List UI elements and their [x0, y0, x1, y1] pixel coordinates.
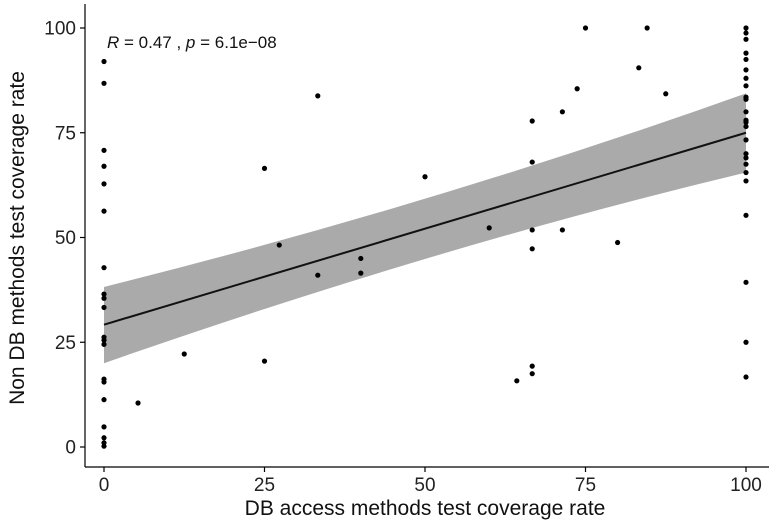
data-point	[743, 279, 749, 285]
x-tick-label: 25	[254, 475, 275, 496]
x-tick-label: 100	[730, 475, 762, 496]
p-symbol: p	[185, 33, 195, 52]
data-point	[644, 25, 650, 31]
data-point	[529, 118, 535, 124]
data-point	[636, 65, 642, 71]
data-point	[101, 163, 107, 169]
data-point	[743, 178, 749, 184]
data-point	[315, 93, 321, 99]
data-point	[486, 225, 492, 231]
x-axis-title: DB access methods test coverage rate	[245, 497, 606, 520]
data-point	[582, 25, 589, 31]
r-value: = 0.47 ,	[119, 33, 186, 52]
data-point	[101, 265, 107, 271]
data-point	[101, 147, 107, 153]
data-point	[743, 67, 749, 73]
data-point	[529, 363, 535, 369]
data-point	[574, 86, 580, 92]
data-point	[276, 242, 282, 248]
data-point	[101, 337, 107, 343]
fit-line-layer	[103, 131, 747, 326]
y-tick-label: 0	[65, 438, 76, 459]
data-point	[743, 109, 749, 115]
data-point	[529, 159, 535, 165]
data-point	[135, 400, 141, 406]
data-point	[743, 119, 749, 125]
x-tick-label: 75	[575, 475, 596, 496]
data-point	[358, 255, 364, 262]
data-point	[101, 304, 107, 311]
regression-line	[103, 131, 747, 326]
data-point	[743, 161, 749, 167]
data-point	[743, 374, 749, 380]
x-tick-label: 0	[99, 475, 110, 496]
data-point	[101, 424, 107, 430]
data-point	[743, 212, 749, 218]
data-point	[743, 137, 749, 143]
data-point	[743, 36, 749, 42]
data-point	[261, 358, 268, 364]
data-point	[559, 227, 565, 233]
data-point	[743, 155, 749, 161]
data-point	[743, 56, 749, 63]
data-point	[261, 165, 268, 171]
data-point	[743, 50, 749, 56]
data-point	[529, 227, 535, 233]
data-point	[422, 174, 428, 180]
data-point	[743, 339, 749, 345]
data-point	[101, 291, 107, 297]
data-point	[101, 435, 107, 441]
y-tick-label: 50	[55, 228, 76, 249]
data-point	[101, 379, 107, 385]
axes-layer: 0 25 50 75 100 0 25 50 75 100	[44, 4, 769, 496]
data-point	[529, 246, 535, 252]
data-point	[101, 58, 107, 65]
data-point	[358, 270, 364, 276]
data-point	[101, 80, 107, 86]
data-point	[529, 371, 535, 377]
data-point	[743, 83, 749, 89]
data-point	[315, 272, 321, 278]
data-point	[101, 397, 107, 403]
data-point	[181, 351, 187, 357]
data-point	[559, 109, 565, 115]
data-point	[514, 378, 520, 384]
data-point	[743, 75, 749, 81]
data-point	[101, 208, 107, 214]
data-point	[663, 91, 669, 97]
data-point	[743, 151, 749, 157]
correlation-annotation: R = 0.47 , p = 6.1e−08	[107, 33, 277, 52]
y-tick-label: 75	[55, 123, 76, 144]
data-point	[101, 341, 107, 347]
x-tick-label: 50	[414, 475, 435, 496]
data-point	[101, 181, 107, 187]
data-point	[743, 96, 749, 102]
y-axis-title: Non DB methods test coverage rate	[6, 71, 29, 405]
r-symbol: R	[107, 33, 119, 52]
data-point	[743, 25, 749, 31]
data-point	[101, 295, 107, 301]
data-point	[101, 443, 107, 449]
data-point	[743, 123, 749, 130]
data-points-layer	[101, 25, 749, 449]
y-tick-label: 100	[44, 19, 76, 40]
data-point	[615, 239, 621, 246]
data-point	[743, 169, 749, 176]
p-value: = 6.1e−08	[195, 33, 276, 52]
data-point	[743, 30, 749, 36]
y-tick-label: 25	[55, 333, 76, 354]
